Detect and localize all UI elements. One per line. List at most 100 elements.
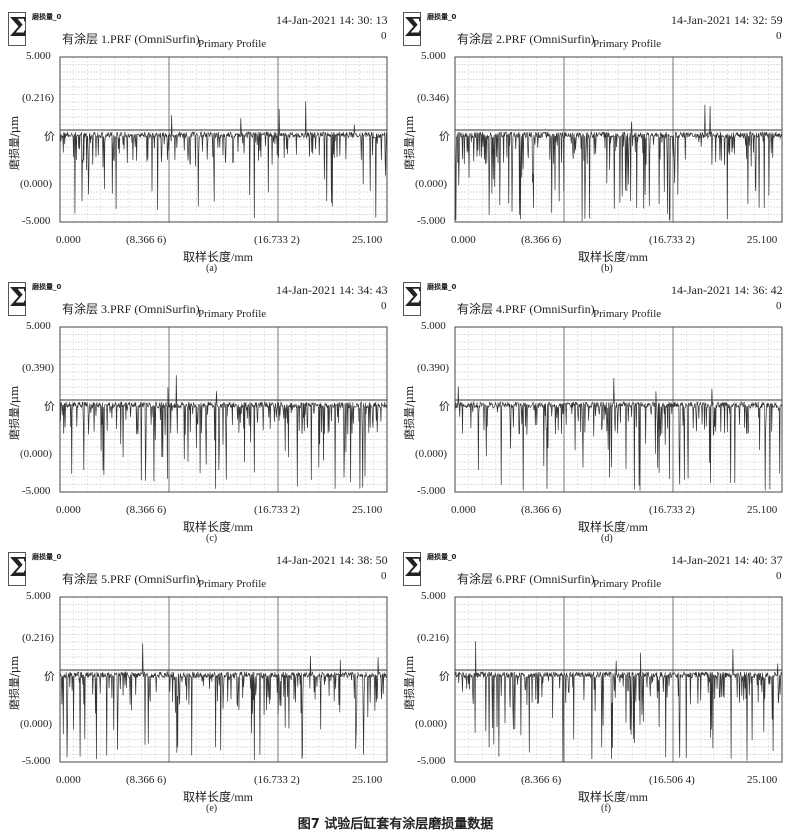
figure-caption: 图7 试验后缸套有涂层磨损量数据 [297,817,494,832]
index-value: 0 [776,300,782,312]
ytick-mid: 价 [44,671,55,683]
y-axis-label: 磨损量/μm [403,115,416,170]
profile-chart [59,596,388,763]
file-name: 有涂层 6.PRF (OmniSurfin) [457,572,595,586]
profile-series [454,104,783,222]
y-axis-label: 磨损量/μm [8,115,21,170]
x-axis-label: 取样长度/mm [578,520,649,534]
ytick-zero: (0.000) [415,448,448,460]
logo-text: 磨损量_0 [427,553,457,561]
xtick-first: 0.000 [56,774,81,786]
plot-frame [454,596,783,763]
chart-title: Primary Profile [593,578,662,590]
xtick-last: 25.100 [352,234,383,246]
xtick-second: (8.366 6) [126,234,167,246]
plot-frame [454,56,783,223]
sigma-logo-icon: Σ [403,12,422,46]
logo-text: 磨损量_0 [427,283,457,291]
ytick-upper: (0.390) [22,362,55,374]
timestamp: 14-Jan-2021 14: 30: 13 [276,13,388,27]
xtick-first: 0.000 [451,234,476,246]
xtick-second: (8.366 6) [521,234,562,246]
ytick-zero: (0.000) [415,718,448,730]
ytick-mid: 价 [439,671,450,683]
timestamp: 14-Jan-2021 14: 34: 43 [276,283,388,297]
ytick-bottom: -5.000 [22,755,51,767]
xtick-last: 25.100 [747,234,778,246]
profile-chart [454,56,783,223]
profile-panel-d: Σ 磨损量_0 有涂层 4.PRF (OmniSurfin) Primary Prof… [395,270,790,544]
plot-frame [59,56,388,223]
ytick-mid: 价 [439,401,450,413]
file-name: 有涂层 4.PRF (OmniSurfin) [457,302,595,316]
panel-label: (c) [206,533,218,544]
panel-label: (d) [601,533,613,544]
ytick-mid: 价 [44,401,55,413]
xtick-third: (16.506 4) [649,774,695,786]
ytick-zero: (0.000) [20,718,53,730]
y-axis-label: 磨损量/μm [403,385,416,440]
ytick-zero: (0.000) [20,448,53,460]
xtick-second: (8.366 6) [126,774,167,786]
panel-label: (e) [206,803,218,814]
ytick-top: 5.000 [26,50,51,62]
y-axis-label: 磨损量/μm [403,655,416,710]
timestamp: 14-Jan-2021 14: 38: 50 [276,553,388,567]
file-name: 有涂层 5.PRF (OmniSurfin) [62,572,200,586]
profile-series [59,375,388,489]
plot-frame [59,326,388,493]
xtick-second: (8.366 6) [521,504,562,516]
x-axis-label: 取样长度/mm [183,250,254,264]
xtick-first: 0.000 [451,504,476,516]
sigma-logo-icon: Σ [403,282,422,316]
ytick-upper: (0.346) [417,92,450,104]
chart-title: Primary Profile [593,38,662,50]
sigma-logo-icon: Σ [8,12,27,46]
ytick-mid: 价 [439,131,450,143]
profile-panel-c: Σ 磨损量_0 有涂层 3.PRF (OmniSurfin) Primary Prof… [0,270,395,544]
xtick-third: (16.733 2) [649,504,695,516]
x-axis-label: 取样长度/mm [578,790,649,804]
index-value: 0 [381,570,387,582]
y-axis-label: 磨损量/μm [8,655,21,710]
xtick-third: (16.733 2) [254,504,300,516]
ytick-upper: (0.216) [22,92,55,104]
x-axis-label: 取样长度/mm [578,250,649,264]
xtick-third: (16.733 2) [649,234,695,246]
xtick-first: 0.000 [56,504,81,516]
panel-label: (f) [601,803,611,814]
panel-label: (b) [601,263,613,274]
index-value: 0 [381,30,387,42]
ytick-bottom: -5.000 [22,215,51,227]
xtick-third: (16.733 2) [254,774,300,786]
ytick-mid: 价 [44,131,55,143]
plot-frame [454,326,783,493]
profile-panel-f: Σ 磨损量_0 有涂层 6.PRF (OmniSurfin) Primary Prof… [395,540,790,814]
profile-chart [454,326,783,493]
index-value: 0 [776,570,782,582]
xtick-last: 25.100 [747,504,778,516]
profile-series [59,643,388,761]
profile-chart [454,596,783,763]
profile-series [454,378,783,491]
logo-text: 磨损量_0 [427,13,457,21]
profile-series [59,101,388,219]
index-value: 0 [381,300,387,312]
timestamp: 14-Jan-2021 14: 32: 59 [671,13,783,27]
profile-panel-e: Σ 磨损量_0 有涂层 5.PRF (OmniSurfin) Primary Prof… [0,540,395,814]
ytick-top: 5.000 [421,320,446,332]
logo-text: 磨损量_0 [32,553,62,561]
ytick-bottom: -5.000 [417,755,446,767]
x-axis-label: 取样长度/mm [183,520,254,534]
xtick-second: (8.366 6) [126,504,167,516]
ytick-upper: (0.390) [417,362,450,374]
y-axis-label: 磨损量/μm [8,385,21,440]
index-value: 0 [776,30,782,42]
chart-title: Primary Profile [198,308,267,320]
sigma-logo-icon: Σ [8,552,27,586]
xtick-last: 25.100 [747,774,778,786]
profile-panel-b: Σ 磨损量_0 有涂层 2.PRF (OmniSurfin) Primary Prof… [395,0,790,274]
ytick-upper: (0.216) [417,632,450,644]
logo-text: 磨损量_0 [32,283,62,291]
